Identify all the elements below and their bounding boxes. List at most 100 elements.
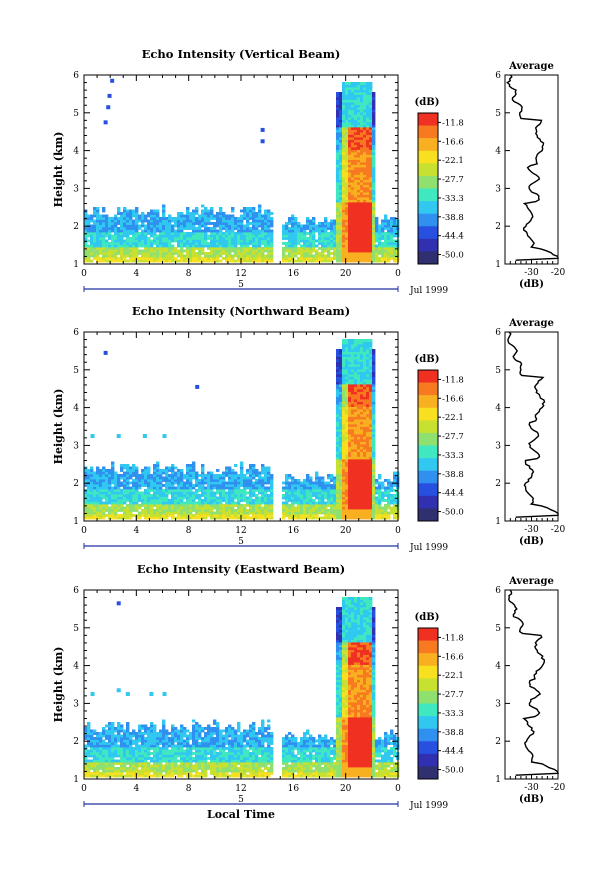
average-title: Average xyxy=(508,318,554,329)
average-curve xyxy=(507,331,559,518)
average-profile xyxy=(504,331,559,522)
colorbar-label: -38.8 xyxy=(442,728,464,738)
colorbar-label: -16.6 xyxy=(442,137,464,147)
heatmap-northward xyxy=(84,339,400,520)
colorbar-label: -16.6 xyxy=(442,652,464,662)
avg-y-tick-label: 5 xyxy=(495,109,501,119)
avg-y-tick-label: 4 xyxy=(495,147,501,157)
x-tick-label: 4 xyxy=(133,784,139,794)
colorbar-label: -44.4 xyxy=(442,489,464,499)
avg-y-tick-label: 3 xyxy=(495,184,501,194)
y-tick-label: 3 xyxy=(73,699,79,709)
avg-y-tick-label: 6 xyxy=(495,586,501,596)
x-tick-label: 4 xyxy=(133,269,139,279)
colorbar-label: -44.4 xyxy=(442,232,464,242)
colorbar-label: -22.1 xyxy=(442,671,464,681)
x-tick-label: 0 xyxy=(395,269,401,279)
x-tick-label: 0 xyxy=(395,526,401,536)
x-tick-label: 8 xyxy=(186,526,192,536)
avg-x-tick-label: -20 xyxy=(551,268,566,278)
average-title: Average xyxy=(508,61,554,72)
avg-y-tick-label: 5 xyxy=(495,366,501,376)
avg-y-tick-label: 2 xyxy=(495,479,501,489)
avg-x-label: (dB) xyxy=(519,279,544,290)
y-tick-label: 1 xyxy=(73,517,79,527)
x-tick-label: 12 xyxy=(235,784,246,794)
date-marker: 5 xyxy=(238,280,244,290)
heatmap-vertical xyxy=(84,78,400,263)
y-tick-label: 5 xyxy=(73,366,79,376)
x-tick-label: 8 xyxy=(186,784,192,794)
x-tick-label: 20 xyxy=(340,526,352,536)
x-tick-label: 16 xyxy=(288,269,300,279)
average-profile xyxy=(504,589,559,780)
chart-title: Echo Intensity (Northward Beam) xyxy=(132,304,350,318)
colorbar-label: -50.0 xyxy=(442,766,464,776)
y-tick-label: 4 xyxy=(73,662,79,672)
avg-x-tick-label: -30 xyxy=(524,268,539,278)
date-marker: 5 xyxy=(238,537,244,547)
avg-x-tick-label: -30 xyxy=(524,525,539,535)
x-tick-label: 0 xyxy=(81,784,87,794)
x-tick-label: 12 xyxy=(235,526,246,536)
chart-title: Echo Intensity (Vertical Beam) xyxy=(142,47,341,61)
colorbar-label: -27.7 xyxy=(442,175,464,185)
avg-y-tick-label: 2 xyxy=(495,222,501,232)
avg-y-tick-label: 4 xyxy=(495,404,501,414)
y-axis-label: Height (km) xyxy=(52,647,65,723)
y-tick-label: 3 xyxy=(73,184,79,194)
colorbar-label: -27.7 xyxy=(442,432,464,442)
colorbar-label: -44.4 xyxy=(442,747,464,757)
panel-northward: Echo Intensity (Northward Beam) Height (k… xyxy=(52,304,566,553)
avg-y-tick-label: 1 xyxy=(495,260,501,270)
avg-x-tick-label: -20 xyxy=(551,525,566,535)
colorbar-label: -11.8 xyxy=(442,633,464,643)
colorbar-label: -33.3 xyxy=(442,451,464,461)
colorbar-label: -16.6 xyxy=(442,394,464,404)
colorbar-label: -11.8 xyxy=(442,118,464,128)
colorbar-unit: (dB) xyxy=(415,612,440,623)
avg-y-tick-label: 5 xyxy=(495,624,501,634)
avg-y-tick-label: 6 xyxy=(495,71,501,81)
y-tick-label: 6 xyxy=(73,586,79,596)
date-label: Jul 1999 xyxy=(409,286,448,296)
x-tick-label: 0 xyxy=(81,526,87,536)
average-profile xyxy=(504,74,559,265)
y-tick-label: 6 xyxy=(73,71,79,81)
avg-x-label: (dB) xyxy=(519,536,544,547)
x-tick-label: 20 xyxy=(340,269,352,279)
chart-title: Echo Intensity (Eastward Beam) xyxy=(137,562,345,576)
colorbar-label: -27.7 xyxy=(442,690,464,700)
colorbar-unit: (dB) xyxy=(415,97,440,108)
colorbar-label: -33.3 xyxy=(442,709,464,719)
avg-y-tick-label: 3 xyxy=(495,699,501,709)
y-tick-label: 6 xyxy=(73,328,79,338)
x-tick-label: 20 xyxy=(340,784,352,794)
avg-y-tick-label: 6 xyxy=(495,328,501,338)
colorbar-label: -50.0 xyxy=(442,508,464,518)
panel-eastward: Echo Intensity (Eastward Beam) Height (km… xyxy=(52,562,566,821)
colorbar xyxy=(417,627,441,780)
colorbar-label: -22.1 xyxy=(442,156,464,166)
y-tick-label: 2 xyxy=(73,479,79,489)
avg-y-tick-label: 2 xyxy=(495,737,501,747)
colorbar-label: -22.1 xyxy=(442,413,464,423)
x-tick-label: 16 xyxy=(288,526,300,536)
avg-x-tick-label: -30 xyxy=(524,783,539,793)
colorbar-label: -38.8 xyxy=(442,213,464,223)
y-tick-label: 2 xyxy=(73,737,79,747)
colorbar-label: -38.8 xyxy=(442,470,464,480)
y-tick-label: 5 xyxy=(73,109,79,119)
average-curve xyxy=(508,589,559,776)
date-marker: 5 xyxy=(238,795,244,805)
date-label: Jul 1999 xyxy=(409,543,448,553)
avg-y-tick-label: 4 xyxy=(495,662,501,672)
avg-y-tick-label: 1 xyxy=(495,517,501,527)
x-axis-label: Local Time xyxy=(207,808,275,821)
colorbar xyxy=(417,112,441,265)
y-axis-label: Height (km) xyxy=(52,132,65,208)
colorbar-label: -33.3 xyxy=(442,194,464,204)
y-tick-label: 5 xyxy=(73,624,79,634)
y-tick-label: 4 xyxy=(73,404,79,414)
